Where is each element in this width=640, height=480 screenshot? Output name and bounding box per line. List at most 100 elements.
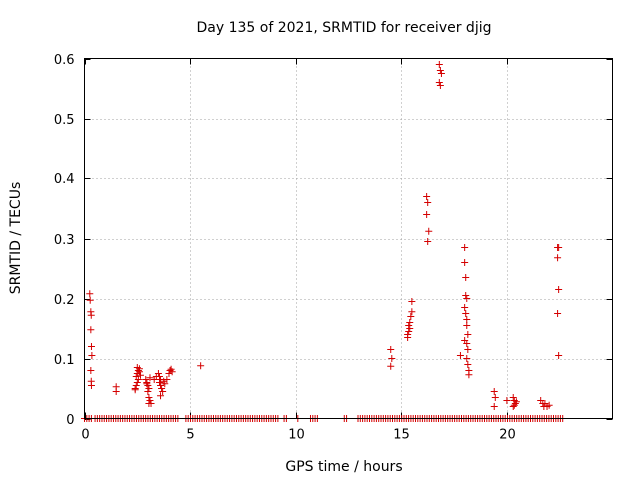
data-point	[87, 311, 95, 319]
x-tick-label: 5	[186, 428, 194, 443]
data-point	[407, 313, 415, 320]
y-tick-label: 0.2	[54, 293, 75, 308]
data-point	[112, 388, 120, 395]
data-point	[456, 352, 464, 359]
data-point	[387, 362, 395, 370]
data-point	[423, 211, 431, 218]
data-point	[155, 379, 163, 386]
data-point	[145, 394, 153, 401]
data-point	[165, 370, 173, 377]
data-point	[161, 380, 169, 388]
data-point	[406, 319, 414, 326]
y-tick-label: 0.5	[54, 113, 75, 128]
data-point	[425, 227, 433, 235]
data-point	[388, 355, 396, 362]
x-tick-label: 15	[393, 428, 410, 443]
data-point	[404, 334, 412, 341]
data-point	[408, 308, 416, 316]
data-point	[424, 199, 432, 206]
x-tick-label: 20	[499, 428, 516, 443]
data-point	[463, 340, 471, 347]
data-point	[555, 244, 563, 251]
data-point	[406, 325, 414, 332]
data-point	[461, 244, 469, 251]
data-point	[512, 398, 520, 406]
data-point	[463, 322, 471, 329]
data-point	[88, 352, 96, 359]
y-axis-label: SRMTID / TECUs	[8, 182, 24, 295]
data-point	[490, 388, 498, 395]
data-point	[132, 373, 140, 380]
data-point	[437, 70, 445, 77]
data-point	[436, 82, 444, 89]
data-point	[155, 373, 163, 380]
data-point	[405, 328, 413, 335]
data-point	[134, 367, 142, 374]
data-point	[462, 310, 470, 317]
data-point	[157, 376, 165, 383]
data-point	[462, 292, 470, 299]
data-point	[146, 397, 154, 404]
data-point	[423, 193, 431, 200]
data-point	[136, 371, 144, 379]
plot-frame	[84, 58, 613, 419]
y-tick-label: 0.1	[54, 353, 75, 368]
data-point	[159, 388, 167, 395]
data-point	[133, 379, 141, 386]
data-point	[463, 355, 471, 362]
y-tick-label: 0.6	[54, 53, 75, 68]
data-point	[490, 403, 498, 410]
x-axis-label: GPS time / hours	[285, 459, 402, 475]
data-point	[157, 382, 165, 389]
data-point	[132, 382, 140, 389]
data-point	[436, 67, 444, 74]
data-point	[461, 304, 469, 311]
data-point	[142, 376, 150, 383]
data-point	[87, 367, 95, 374]
data-point	[491, 394, 499, 401]
x-tick-label: 0	[81, 428, 89, 443]
data-point	[462, 274, 470, 281]
data-point	[163, 376, 171, 383]
data-point	[540, 403, 548, 410]
y-tick-label: 0.4	[54, 172, 75, 187]
data-point	[133, 364, 141, 371]
data-point	[387, 346, 395, 353]
data-point	[464, 361, 472, 368]
data-point	[555, 352, 563, 359]
data-point	[463, 295, 471, 302]
data-point	[464, 331, 472, 338]
data-point	[463, 316, 471, 323]
data-point	[86, 290, 94, 298]
data-point	[87, 326, 95, 334]
data-point	[87, 382, 95, 389]
data-point	[545, 401, 553, 409]
data-point	[144, 382, 152, 389]
data-point	[461, 259, 469, 266]
data-point	[435, 79, 443, 86]
data-point	[554, 310, 562, 317]
data-point	[197, 362, 205, 370]
data-point	[510, 401, 518, 409]
data-point	[168, 368, 176, 376]
data-point	[145, 385, 153, 392]
data-point	[135, 368, 143, 376]
chart-title: Day 135 of 2021, SRMTID for receiver dji…	[197, 20, 492, 36]
data-point	[144, 388, 152, 395]
data-point	[405, 322, 413, 329]
x-tick-label: 10	[288, 428, 305, 443]
data-point	[146, 374, 154, 382]
data-point	[158, 385, 166, 392]
data-point	[131, 386, 139, 394]
data-point	[424, 238, 432, 245]
data-point	[408, 298, 416, 305]
data-point	[435, 61, 443, 68]
data-point	[87, 343, 95, 350]
grid	[84, 58, 613, 419]
data-point	[503, 397, 511, 404]
y-tick-label: 0	[66, 413, 74, 428]
data-point	[465, 371, 473, 379]
data-point	[509, 403, 517, 410]
data-points	[86, 61, 563, 410]
